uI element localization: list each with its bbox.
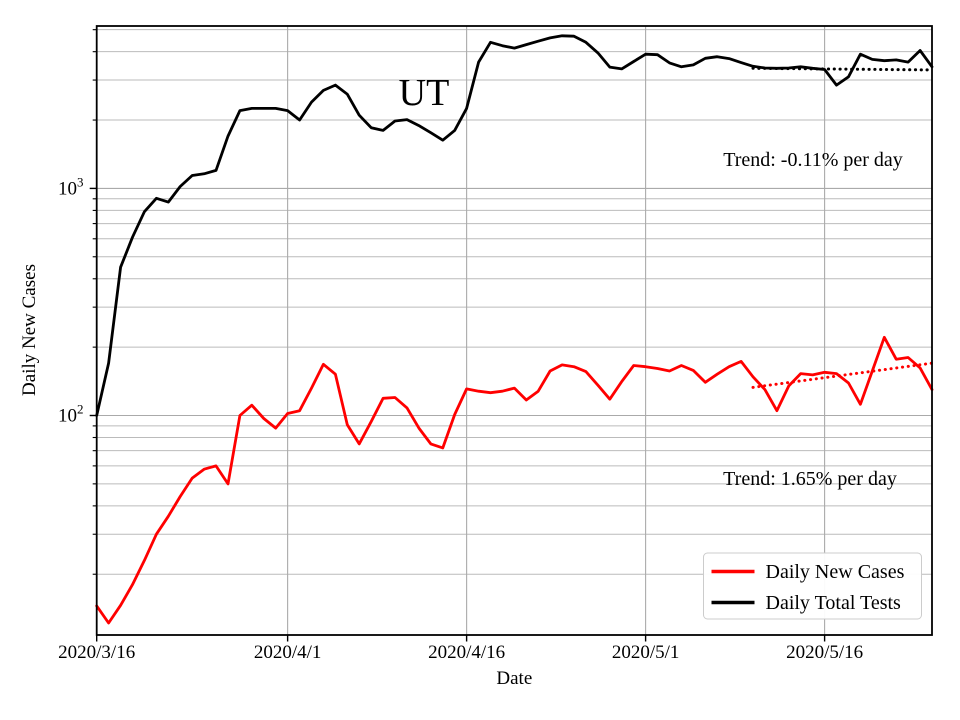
trend-lines-layer [751, 66, 934, 389]
annotations-layer: UT Trend: -0.11% per day Trend: 1.65% per … [399, 72, 903, 490]
trend-line-total-tests [751, 66, 934, 72]
series-layer [95, 34, 934, 625]
annotation-state: UT [399, 72, 450, 114]
x-tick-label: 2020/3/16 [58, 642, 135, 663]
x-tick-label: 2020/4/16 [428, 642, 505, 663]
legend-box [703, 552, 922, 620]
legend-label: Daily New Cases [766, 561, 905, 583]
x-axis-label: Date [496, 668, 532, 689]
annotation-trend-black: Trend: -0.11% per day [723, 149, 903, 171]
x-tick-label: 2020/5/16 [786, 642, 863, 663]
legend: Daily New Cases Daily Total Tests [703, 552, 922, 620]
x-tick-label: 2020/5/1 [612, 642, 680, 663]
y-tick-label: 103 [58, 174, 84, 199]
series-line-daily-total-tests [95, 34, 934, 417]
axis-labels-layer: Date Daily New Cases [19, 264, 532, 689]
plot-border [95, 25, 933, 636]
y-tick-label: 102 [58, 401, 84, 426]
axes-layer [89, 25, 933, 642]
annotation-trend-red: Trend: 1.65% per day [723, 468, 897, 490]
legend-label: Daily Total Tests [766, 592, 902, 614]
trend-line-new-cases [751, 361, 934, 389]
x-tick-label: 2020/4/1 [254, 642, 322, 663]
y-axis-label: Daily New Cases [19, 264, 40, 396]
grid-layer [96, 26, 932, 635]
tick-labels-layer: 2020/3/16 2020/4/1 2020/4/16 2020/5/1 2020/5… [58, 174, 863, 663]
